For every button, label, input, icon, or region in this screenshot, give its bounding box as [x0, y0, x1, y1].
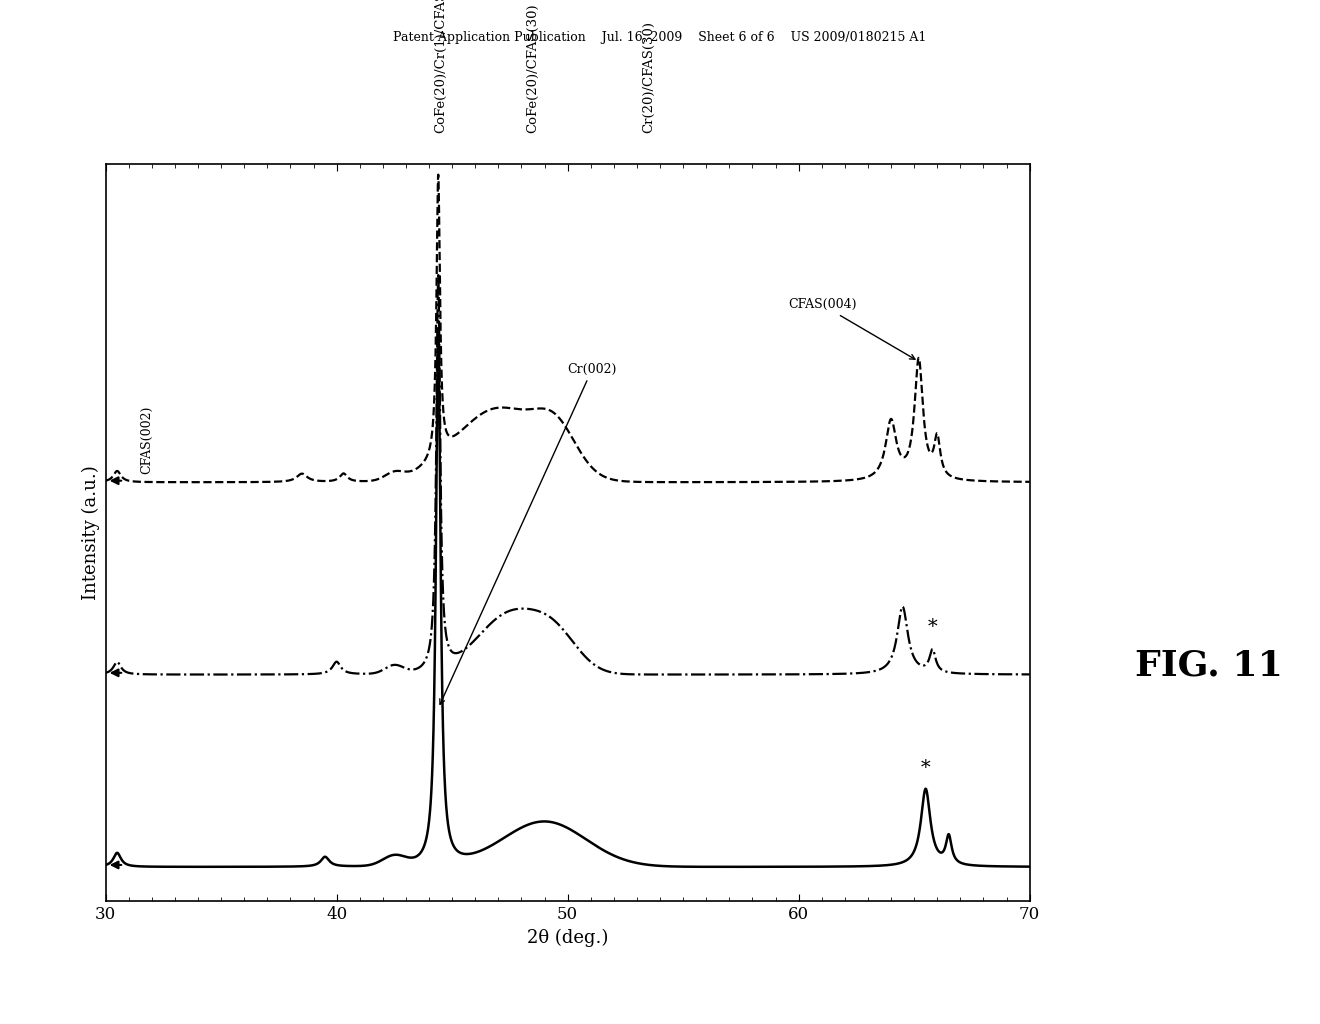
Y-axis label: Intensity (a.u.): Intensity (a.u.) — [82, 465, 100, 600]
Text: Cr(20)/CFAS(30): Cr(20)/CFAS(30) — [642, 22, 655, 133]
Text: *: * — [921, 759, 931, 776]
Text: CoFe(20)/CFAS(30): CoFe(20)/CFAS(30) — [527, 3, 540, 133]
Text: CFAS(004): CFAS(004) — [788, 298, 915, 359]
X-axis label: 2θ (deg.): 2θ (deg.) — [527, 929, 609, 947]
Text: CFAS(002): CFAS(002) — [140, 406, 153, 474]
Text: *: * — [928, 618, 937, 636]
Text: FIG. 11: FIG. 11 — [1135, 648, 1283, 683]
Text: CoFe(20)/Cr(1)/CFAS(30): CoFe(20)/Cr(1)/CFAS(30) — [434, 0, 447, 133]
Text: Patent Application Publication    Jul. 16, 2009    Sheet 6 of 6    US 2009/01802: Patent Application Publication Jul. 16, … — [393, 31, 927, 44]
Text: Cr(002): Cr(002) — [440, 362, 616, 705]
